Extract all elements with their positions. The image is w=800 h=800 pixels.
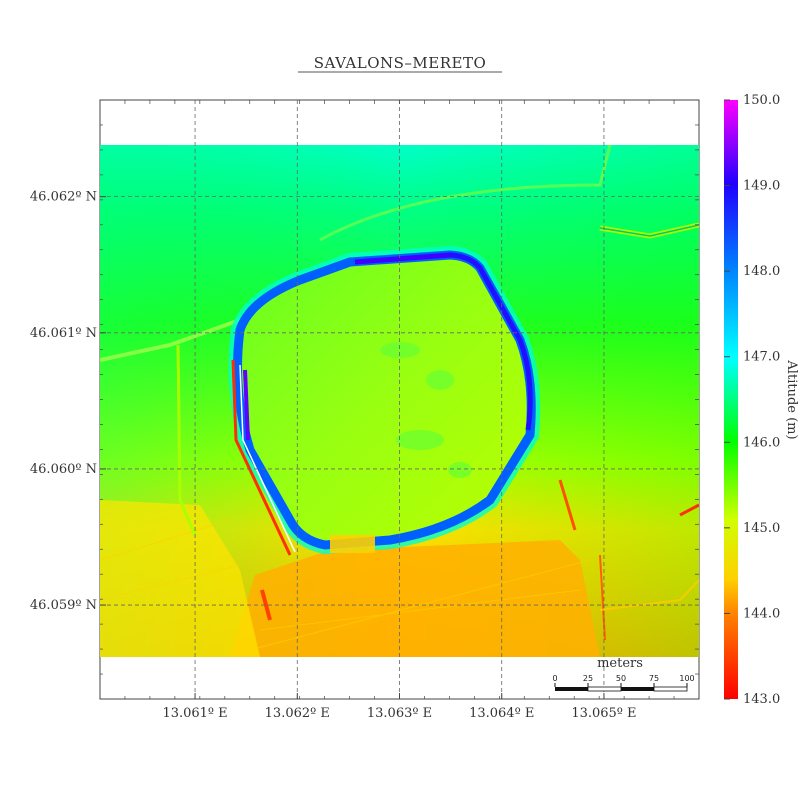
x-axis: 13.061º E 13.062º E 13.063º E 13.064º E 13.0… bbox=[99, 100, 700, 721]
colorbar-tick-label: 147.0 bbox=[743, 350, 780, 365]
scale-bar-tick-label: 75 bbox=[649, 674, 659, 683]
x-tick-label: 13.062º E bbox=[265, 706, 330, 721]
western-bank bbox=[231, 359, 292, 556]
x-tick-label: 13.061º E bbox=[162, 706, 227, 721]
colorbar-tick-label: 146.0 bbox=[743, 435, 780, 450]
colorbar-ramp bbox=[724, 100, 738, 699]
southern-field bbox=[230, 540, 600, 657]
x-tick-label: 13.064º E bbox=[469, 706, 534, 721]
map-title: SAVALONS–MERETO bbox=[314, 54, 487, 72]
scale-bar: meters 0 25 50 75 100 bbox=[552, 656, 695, 692]
scale-bar-tick-label: 25 bbox=[583, 674, 593, 683]
x-tick-label: 13.063º E bbox=[367, 706, 432, 721]
y-tick-label: 46.060º N bbox=[30, 462, 97, 477]
scale-bar-tick-label: 0 bbox=[552, 674, 557, 683]
colorbar-tick-label: 149.0 bbox=[743, 179, 780, 194]
scale-bar-tick-label: 50 bbox=[616, 674, 626, 683]
y-axis: 46.062º N 46.061º N 46.060º N 46.059º N bbox=[30, 99, 699, 700]
scale-bar-label: meters bbox=[597, 656, 643, 671]
colorbar-tick-label: 145.0 bbox=[743, 521, 780, 536]
x-tick-label: 13.065º E bbox=[571, 706, 636, 721]
colorbar-label: Altitude (m) bbox=[784, 359, 799, 439]
y-tick-label: 46.062º N bbox=[30, 190, 97, 205]
scale-bar-tick-label: 100 bbox=[679, 674, 694, 683]
y-tick-label: 46.059º N bbox=[30, 598, 97, 613]
colorbar-tick-label: 143.0 bbox=[743, 692, 780, 707]
road-north bbox=[319, 145, 612, 242]
colorbar-tick-label: 150.0 bbox=[743, 93, 780, 108]
grid-lines bbox=[100, 100, 699, 699]
enclosure-ditch bbox=[233, 250, 536, 550]
colorbar: 143.0 144.0 145.0 146.0 147.0 148.0 149.0 150.0… bbox=[724, 93, 799, 707]
colorbar-tick-label: 148.0 bbox=[743, 264, 780, 279]
y-tick-label: 46.061º N bbox=[30, 326, 97, 341]
colorbar-tick-label: 144.0 bbox=[743, 606, 780, 621]
